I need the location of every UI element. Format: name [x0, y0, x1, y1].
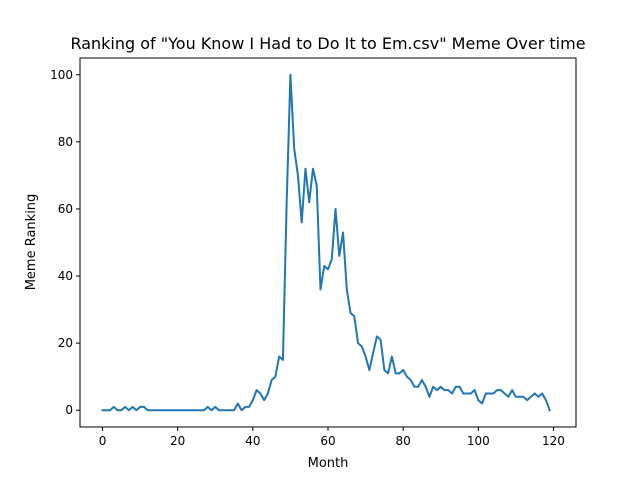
y-tick-label: 40: [58, 269, 73, 283]
y-axis-ticks: 0 20 40 60 80 100: [50, 68, 80, 417]
x-tick-label: 0: [99, 434, 107, 448]
x-tick-label: 100: [467, 434, 490, 448]
x-tick-label: 60: [320, 434, 335, 448]
x-tick-label: 20: [170, 434, 185, 448]
y-axis-label: Meme Ranking: [24, 194, 39, 291]
x-tick-label: 80: [396, 434, 411, 448]
y-tick-label: 0: [65, 403, 73, 417]
chart-title: Ranking of "You Know I Had to Do It to E…: [70, 34, 585, 53]
plot-frame: [79, 57, 577, 428]
y-tick-label: 20: [58, 336, 73, 350]
series-line: [101, 73, 551, 412]
x-tick-label: 120: [542, 434, 565, 448]
x-axis-label: Month: [308, 456, 349, 471]
y-tick-label: 100: [50, 68, 73, 82]
x-tick-label: 40: [245, 434, 260, 448]
y-tick-label: 80: [58, 135, 73, 149]
y-tick-label: 60: [58, 202, 73, 216]
x-axis-ticks: 0 20 40 60 80 100 120: [99, 427, 565, 448]
